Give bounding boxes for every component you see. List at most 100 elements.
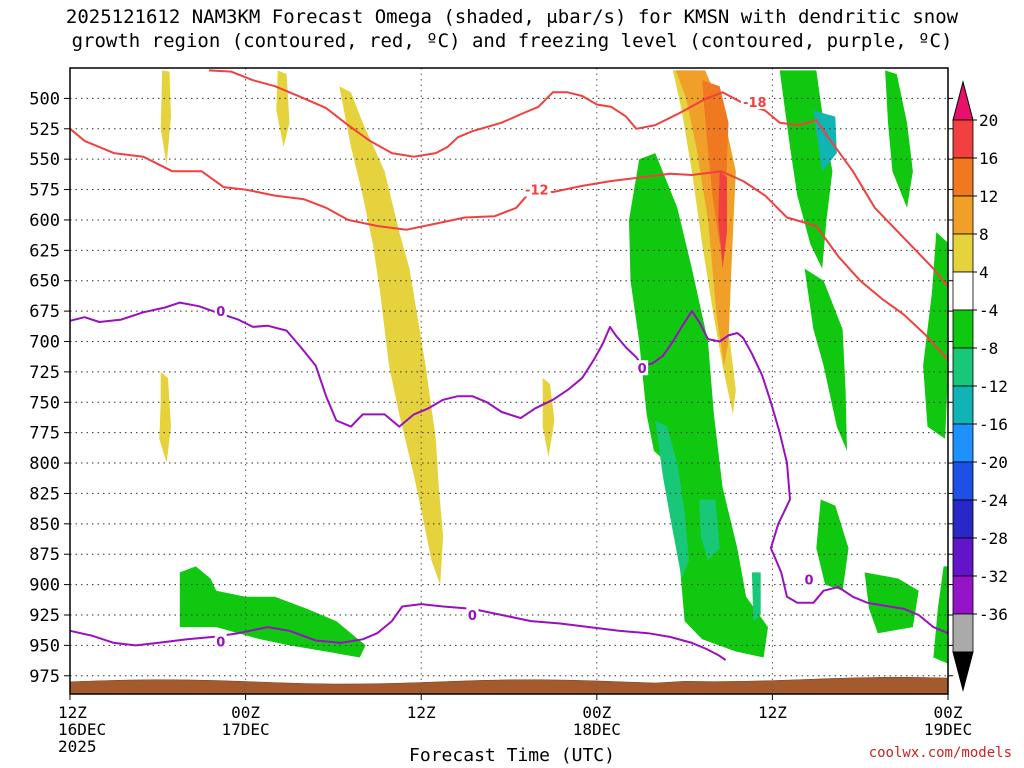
colorbar-swatch-5 xyxy=(952,271,974,311)
freezing-isotherm-1 xyxy=(69,603,727,661)
colorbar-label-1: 16 xyxy=(979,149,998,168)
contour-label-2: 0 xyxy=(216,305,225,320)
omega-region-15 xyxy=(864,572,919,634)
y-tick-label-900: 900 xyxy=(29,576,60,596)
omega-region-16 xyxy=(933,566,948,664)
colorbar-label-7: -12 xyxy=(979,377,1008,396)
x-tick-label-60-0: 00Z xyxy=(934,703,963,722)
colorbar-bottom-arrow xyxy=(952,651,974,692)
y-tick-label-925: 925 xyxy=(29,606,60,626)
omega-region-17 xyxy=(179,566,366,658)
y-tick-label-525: 525 xyxy=(29,120,60,140)
y-tick-label-850: 850 xyxy=(29,515,60,535)
colorbar-swatch-4 xyxy=(952,233,974,273)
x-tick-label-0-1: 16DEC xyxy=(58,720,106,739)
colorbar-swatch-6 xyxy=(952,309,974,349)
x-tick-label-0-2: 2025 xyxy=(58,737,97,756)
colorbar-label-9: -20 xyxy=(979,453,1008,472)
colorbar-label-11: -28 xyxy=(979,529,1008,548)
colorbar-swatch-13 xyxy=(952,575,974,615)
omega-region-1 xyxy=(276,70,290,147)
x-tick-label-48-0: 12Z xyxy=(758,703,787,722)
x-tick-label-12-1: 17DEC xyxy=(222,720,270,739)
colorbar-swatch-9 xyxy=(952,423,974,463)
y-tick-label-675: 675 xyxy=(29,302,60,322)
colorbar-swatch-2 xyxy=(952,157,974,197)
contour-label-6: 0 xyxy=(804,574,813,589)
chart-title-line-1: 2025121612 NAM3KM Forecast Omega (shaded… xyxy=(65,6,959,28)
omega-region-11 xyxy=(804,268,847,451)
omega-region-12 xyxy=(885,70,913,208)
colorbar-label-0: 20 xyxy=(979,111,998,130)
x-tick-label-36-1: 18DEC xyxy=(573,720,621,739)
colorbar-label-8: -16 xyxy=(979,415,1008,434)
y-tick-label-625: 625 xyxy=(29,241,60,261)
colorbar-swatch-12 xyxy=(952,537,974,577)
colorbar-label-12: -32 xyxy=(979,567,1008,586)
x-axis-title: Forecast Time (UTC) xyxy=(409,745,615,766)
omega-region-4 xyxy=(542,378,555,457)
y-tick-label-750: 750 xyxy=(29,393,60,413)
colorbar-swatch-7 xyxy=(952,347,974,387)
colorbar-label-10: -24 xyxy=(979,491,1008,510)
colorbar-swatch-8 xyxy=(952,385,974,425)
y-tick-label-775: 775 xyxy=(29,424,60,444)
y-tick-label-950: 950 xyxy=(29,636,60,656)
chart-title-line-2: growth region (contoured, red, ºC) and f… xyxy=(71,30,953,52)
site-credit: coolwx.com/models xyxy=(868,745,1012,761)
freezing-isotherm-0 xyxy=(69,301,949,635)
omega-region-19 xyxy=(699,499,720,561)
contour-label-bg-0 xyxy=(740,94,769,110)
colorbar-swatch-11 xyxy=(952,499,974,539)
plot-border xyxy=(69,67,949,695)
y-tick-label-650: 650 xyxy=(29,272,60,292)
contour-label-bg-3 xyxy=(636,360,649,376)
omega-region-18 xyxy=(655,420,689,579)
omega-region-3 xyxy=(159,371,171,463)
grid-lines xyxy=(70,68,948,694)
x-tick-label-60-1: 19DEC xyxy=(924,720,972,739)
colorbar-swatch-10 xyxy=(952,461,974,501)
contour-label-bg-2 xyxy=(214,303,227,319)
y-tick-label-700: 700 xyxy=(29,332,60,352)
omega-region-14 xyxy=(816,499,849,591)
colorbar-label-3: 8 xyxy=(979,225,989,244)
contour-labels: -18 -12 0 0 0 0 0 xyxy=(214,94,815,651)
x-tick-label-0-0: 12Z xyxy=(58,703,87,722)
dendritic-growth-isotherms xyxy=(69,69,949,361)
contour-label-4: 0 xyxy=(216,636,225,651)
colorbar-label-4: 4 xyxy=(979,263,989,282)
y-tick-label-725: 725 xyxy=(29,363,60,383)
omega-region-8 xyxy=(718,171,727,269)
contour-label-bg-1 xyxy=(522,181,551,197)
omega-shading xyxy=(159,70,948,664)
omega-region-13 xyxy=(923,232,948,439)
x-tick-label-36-0: 00Z xyxy=(582,703,611,722)
y-tick-label-600: 600 xyxy=(29,211,60,231)
contour-label-bg-4 xyxy=(214,633,227,649)
colorbar: 20 16 12 8 4 -4 -8 -12 -16 -20 -24 -28 -32 -36 xyxy=(952,80,1008,692)
x-tick-label-24-0: 12Z xyxy=(407,703,436,722)
y-axis: 500 525 550 575 600 625 650 675 700 725 750 775 800 8… xyxy=(29,89,953,687)
contour-label-bg-5 xyxy=(466,606,479,622)
omega-region-0 xyxy=(160,70,171,166)
colorbar-label-6: -8 xyxy=(979,339,998,358)
x-tick-label-12-0: 00Z xyxy=(231,703,260,722)
colorbar-top-arrow xyxy=(952,80,974,121)
contour-label-bg-6 xyxy=(802,571,815,587)
y-tick-label-500: 500 xyxy=(29,89,60,109)
y-tick-label-975: 975 xyxy=(29,667,60,687)
colorbar-label-13: -36 xyxy=(979,605,1008,624)
y-tick-label-550: 550 xyxy=(29,150,60,170)
y-tick-label-800: 800 xyxy=(29,454,60,474)
omega-region-9 xyxy=(629,153,768,658)
contour-label-1: -12 xyxy=(525,184,549,199)
contour-label-3: 0 xyxy=(638,362,647,377)
freezing-level-isotherms xyxy=(69,301,949,661)
colorbar-swatch-3 xyxy=(952,195,974,235)
y-tick-label-875: 875 xyxy=(29,545,60,565)
contour-label-0: -18 xyxy=(743,96,767,111)
colorbar-swatch-14 xyxy=(952,613,974,653)
